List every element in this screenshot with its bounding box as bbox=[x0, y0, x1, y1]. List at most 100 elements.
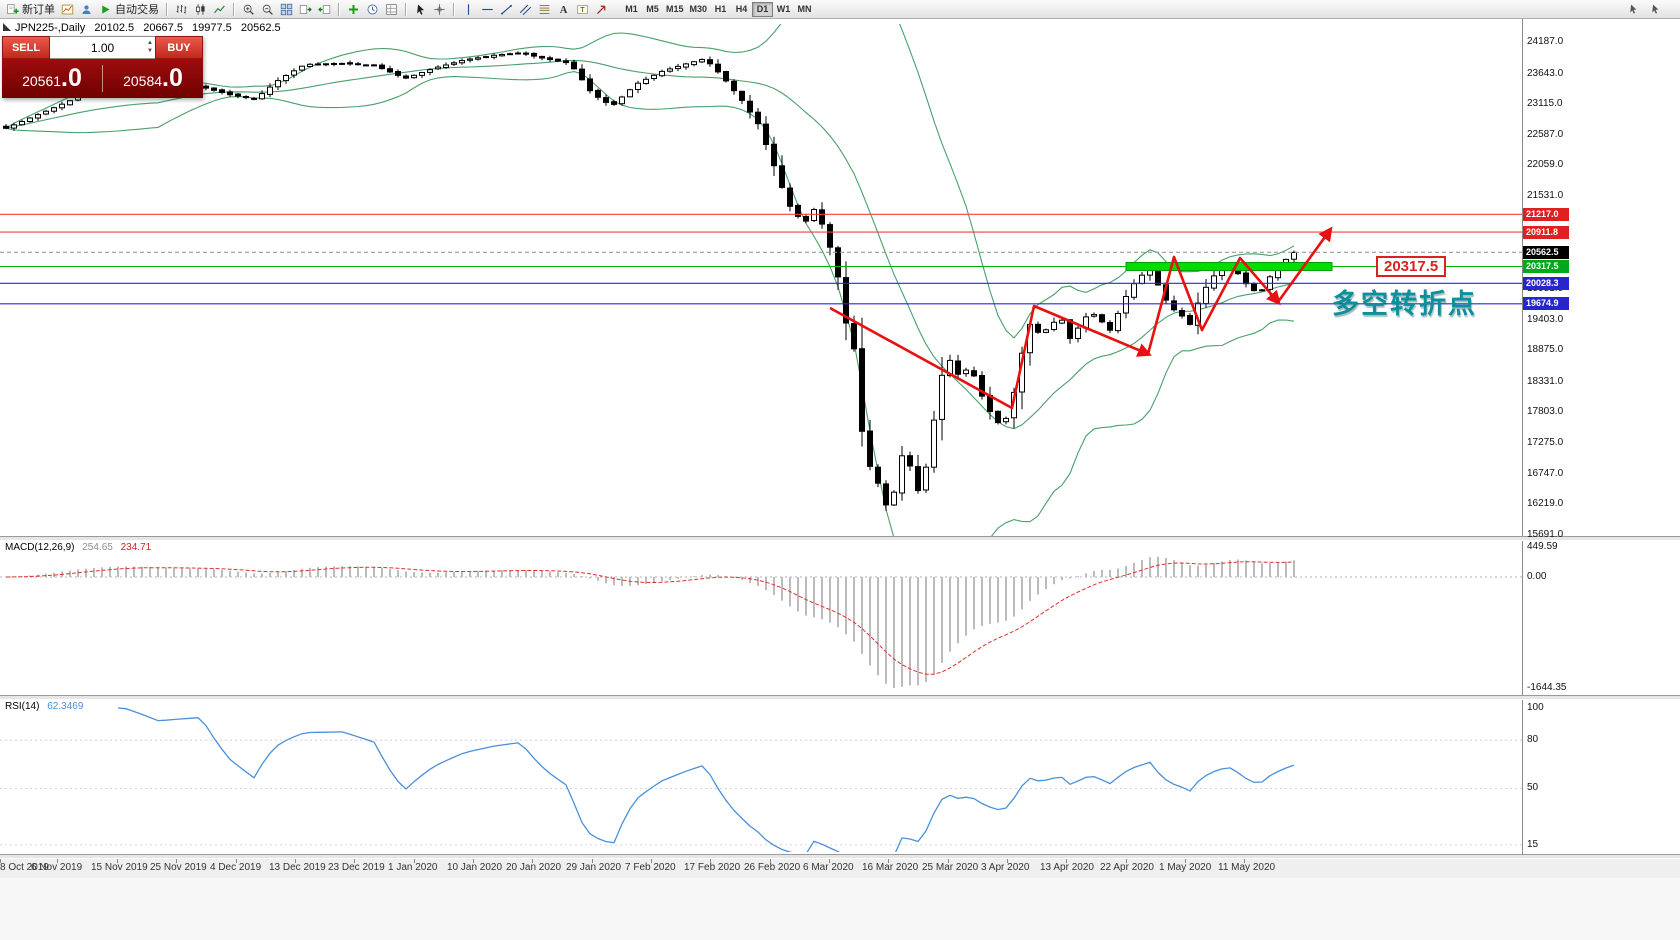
zoom-out-button[interactable] bbox=[258, 1, 277, 18]
charts-window-button[interactable] bbox=[58, 1, 77, 18]
timeframe-m30-button[interactable]: M30 bbox=[687, 2, 711, 17]
fibonacci-button[interactable] bbox=[535, 1, 554, 18]
candlestick-chart-button[interactable] bbox=[191, 1, 210, 18]
macd-indicator-label: MACD(12,26,9) 254.65 234.71 bbox=[5, 542, 151, 553]
cursor-button[interactable] bbox=[411, 1, 430, 18]
auto-trading-button[interactable]: 自动交易 bbox=[96, 1, 162, 18]
macd-pane[interactable] bbox=[0, 541, 1680, 695]
date-label: 1 Jan 2020 bbox=[388, 862, 438, 873]
date-label: 8 Oct 2019 bbox=[0, 862, 49, 873]
tile-windows-button[interactable] bbox=[277, 1, 296, 18]
trendline-button[interactable] bbox=[497, 1, 516, 18]
text-button[interactable] bbox=[554, 1, 573, 18]
text-icon bbox=[557, 3, 570, 16]
indicators-icon bbox=[347, 3, 360, 16]
rsi-indicator-label: RSI(14) 62.3469 bbox=[5, 701, 83, 712]
zoom-in-button[interactable] bbox=[239, 1, 258, 18]
timeframe-mn-button[interactable]: MN bbox=[794, 2, 815, 17]
bar-chart-button[interactable] bbox=[172, 1, 191, 18]
time-axis[interactable] bbox=[0, 859, 1680, 878]
chart-shift-button[interactable] bbox=[315, 1, 334, 18]
price-axis-border bbox=[1522, 19, 1523, 858]
indicator-axis-tick: 15 bbox=[1527, 839, 1539, 850]
price-tick: 19403.0 bbox=[1527, 314, 1564, 325]
vertical-line-button[interactable] bbox=[459, 1, 478, 18]
price-annotation-box[interactable]: 20317.5 bbox=[1376, 256, 1447, 277]
date-tick bbox=[829, 859, 830, 863]
spin-down-icon[interactable]: ▼ bbox=[147, 48, 153, 54]
date-tick bbox=[1244, 859, 1245, 863]
symbol-period-label: JPN225-,Daily bbox=[15, 22, 86, 34]
periods-icon bbox=[366, 3, 379, 16]
date-label: 17 Feb 2020 bbox=[684, 862, 741, 873]
toolbar-separator bbox=[405, 2, 407, 16]
date-label: 16 Mar 2020 bbox=[862, 862, 919, 873]
rsi-pane[interactable] bbox=[0, 700, 1680, 854]
volume-input[interactable]: 1.00 ▲ ▼ bbox=[50, 36, 155, 59]
chart-shift-icon bbox=[318, 3, 331, 16]
periods-button[interactable] bbox=[363, 1, 382, 18]
macd-main-value: 254.65 bbox=[82, 542, 113, 553]
timeframe-h4-button[interactable]: H4 bbox=[731, 2, 752, 17]
one-click-trading-panel: SELL 1.00 ▲ ▼ BUY 20561.0 20584.0 bbox=[2, 36, 203, 98]
buy-button[interactable]: BUY bbox=[155, 36, 203, 59]
price-line-label: 20317.5 bbox=[1523, 260, 1569, 273]
equidistant-channel-button[interactable] bbox=[516, 1, 535, 18]
date-tick bbox=[888, 859, 889, 863]
text-label-icon bbox=[576, 3, 589, 16]
date-label: 6 Mar 2020 bbox=[803, 862, 854, 873]
date-tick bbox=[1126, 859, 1127, 863]
volume-spinner[interactable]: ▲ ▼ bbox=[147, 39, 153, 55]
timeframe-w1-button[interactable]: W1 bbox=[773, 2, 794, 17]
date-tick bbox=[414, 859, 415, 863]
vertical-line-icon bbox=[462, 3, 475, 16]
timeframe-toolbar: M1 M5 M15 M30 H1 H4 D1 W1 MN bbox=[621, 1, 815, 17]
arrows-button[interactable] bbox=[592, 1, 611, 18]
turning-point-annotation[interactable]: 多空转折点 bbox=[1332, 289, 1477, 319]
toolbar-separator bbox=[166, 2, 168, 16]
crosshair-button[interactable] bbox=[430, 1, 449, 18]
indicator-axis-tick: -1644.35 bbox=[1527, 682, 1567, 693]
timeframe-d1-button[interactable]: D1 bbox=[752, 1, 774, 17]
pane-separator[interactable] bbox=[0, 854, 1680, 859]
buy-price: 20584.0 bbox=[123, 64, 183, 92]
timeframe-m5-button[interactable]: M5 bbox=[642, 2, 663, 17]
sell-button[interactable]: SELL bbox=[2, 36, 50, 59]
price-line-label: 20911.8 bbox=[1523, 226, 1569, 239]
horizontal-line-button[interactable] bbox=[478, 1, 497, 18]
text-label-button[interactable] bbox=[573, 1, 592, 18]
date-tick bbox=[592, 859, 593, 863]
auto-scroll-button[interactable] bbox=[296, 1, 315, 18]
price-tick: 15691.0 bbox=[1527, 529, 1564, 540]
price-line-label: 21217.0 bbox=[1523, 208, 1569, 221]
one-click-panel-toggle-icon[interactable] bbox=[3, 23, 11, 31]
new-order-button[interactable]: 新订单 bbox=[3, 1, 58, 18]
date-tick bbox=[354, 859, 355, 863]
pointer-b-button[interactable] bbox=[1646, 1, 1665, 18]
pane-separator[interactable] bbox=[0, 536, 1680, 541]
timeframe-m15-button[interactable]: M15 bbox=[663, 2, 687, 17]
templates-button[interactable] bbox=[382, 1, 401, 18]
tile-windows-icon bbox=[280, 3, 293, 16]
pane-separator[interactable] bbox=[0, 695, 1680, 700]
timeframe-h1-button[interactable]: H1 bbox=[710, 2, 731, 17]
timeframe-m1-button[interactable]: M1 bbox=[621, 2, 642, 17]
navigator-button[interactable] bbox=[77, 1, 96, 18]
date-tick bbox=[651, 859, 652, 863]
open-value: 20102.5 bbox=[94, 22, 135, 34]
trendline-icon bbox=[500, 3, 513, 16]
spin-up-icon[interactable]: ▲ bbox=[147, 40, 153, 46]
date-label: 23 Dec 2019 bbox=[328, 862, 385, 873]
line-chart-button[interactable] bbox=[210, 1, 229, 18]
main-chart-pane[interactable] bbox=[0, 19, 1680, 536]
macd-name: MACD(12,26,9) bbox=[5, 542, 75, 553]
price-tick: 21531.0 bbox=[1527, 190, 1564, 201]
price-tick: 22587.0 bbox=[1527, 129, 1564, 140]
pointer-a-button[interactable] bbox=[1624, 1, 1643, 18]
toolbar-separator bbox=[338, 2, 340, 16]
date-tick bbox=[0, 859, 1, 863]
indicators-button[interactable] bbox=[344, 1, 363, 18]
indicator-axis-tick: 100 bbox=[1527, 702, 1544, 713]
equidistant-channel-icon bbox=[519, 3, 532, 16]
volume-value: 1.00 bbox=[90, 40, 115, 55]
